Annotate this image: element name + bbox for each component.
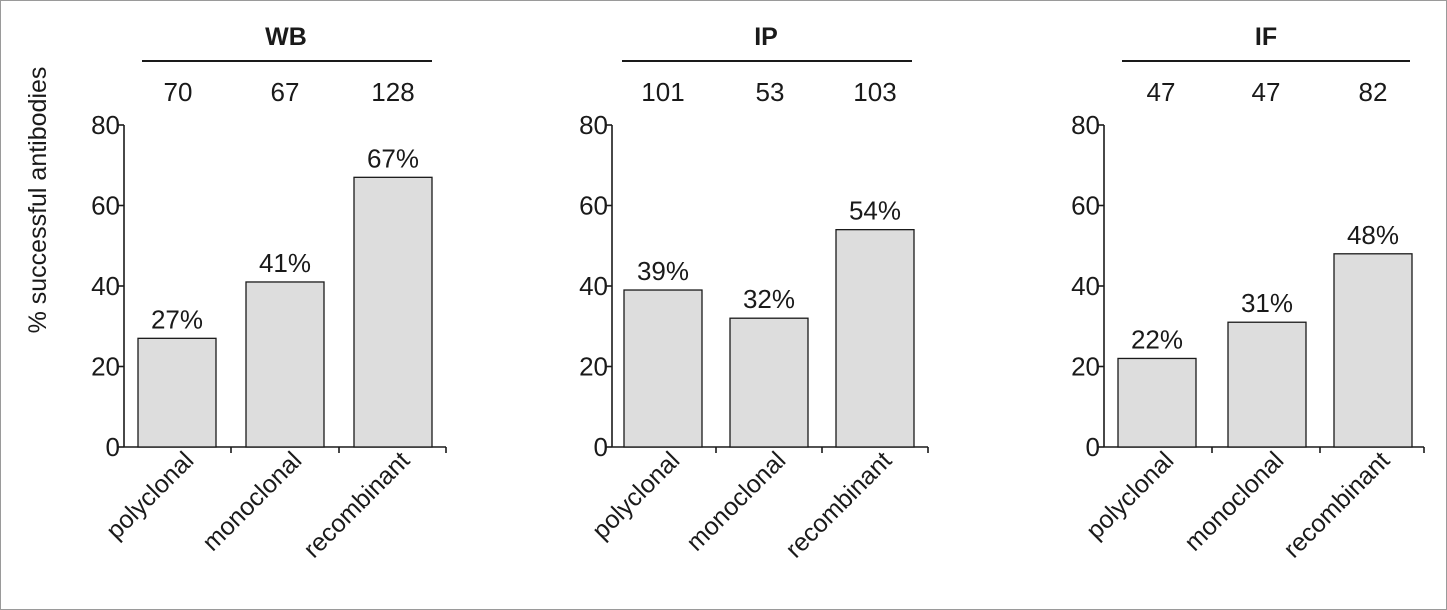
if-y-tick-label-60: 60 [1071, 191, 1100, 221]
if-panel-title: IF [1255, 23, 1277, 51]
if-y-tick-label-20: 20 [1071, 352, 1100, 382]
ip-bar-recombinant [835, 228, 915, 448]
if-count-recombinant: 82 [1359, 77, 1388, 107]
if-y-tick-label-40: 40 [1071, 271, 1100, 301]
wb-y-tick-label-20: 20 [91, 352, 120, 382]
if-category-label-monoclonal: monoclonal [1179, 446, 1289, 556]
wb-panel-title: WB [265, 23, 307, 51]
ip-count-recombinant: 103 [853, 77, 896, 107]
wb-category-label-recombinant: recombinant [298, 446, 415, 563]
ip-bar-polyclonal [623, 289, 703, 448]
if-bar-monoclonal [1227, 321, 1307, 448]
if-y-tick-label-0: 0 [1086, 432, 1100, 462]
wb-value-label-polyclonal: 27% [151, 304, 203, 334]
wb-bar-polyclonal [137, 337, 217, 448]
ip-value-label-polyclonal: 39% [637, 256, 689, 286]
ip-bar-monoclonal [729, 317, 809, 448]
if-value-label-polyclonal: 22% [1131, 324, 1183, 354]
ip-y-tick-label-60: 60 [579, 191, 608, 221]
wb-bar-recombinant [353, 176, 433, 448]
ip-y-tick-label-80: 80 [579, 110, 608, 140]
wb-y-tick-label-0: 0 [106, 432, 120, 462]
ip-count-monoclonal: 53 [756, 77, 785, 107]
wb-y-tick-label-60: 60 [91, 191, 120, 221]
if-y-tick-label-80: 80 [1071, 110, 1100, 140]
wb-count-recombinant: 128 [371, 77, 414, 107]
wb-y-tick-label-80: 80 [91, 110, 120, 140]
if-bar-recombinant [1333, 253, 1413, 448]
ip-value-label-monoclonal: 32% [743, 284, 795, 314]
if-value-label-monoclonal: 31% [1241, 288, 1293, 318]
wb-value-label-recombinant: 67% [367, 143, 419, 173]
wb-bar-monoclonal [245, 281, 325, 448]
ip-category-label-monoclonal: monoclonal [681, 446, 791, 556]
wb-count-monoclonal: 67 [271, 77, 300, 107]
ip-y-tick-label-20: 20 [579, 352, 608, 382]
if-count-monoclonal: 47 [1252, 77, 1281, 107]
ip-panel-title: IP [754, 23, 778, 51]
wb-y-tick-label-40: 40 [91, 271, 120, 301]
wb-value-label-monoclonal: 41% [259, 248, 311, 278]
ip-category-label-recombinant: recombinant [780, 446, 897, 563]
wb-category-label-monoclonal: monoclonal [197, 446, 307, 556]
ip-count-polyclonal: 101 [641, 77, 684, 107]
y-axis-label: % successful antibodies [24, 67, 52, 334]
ip-y-tick-label-0: 0 [594, 432, 608, 462]
ip-value-label-recombinant: 54% [849, 196, 901, 226]
if-value-label-recombinant: 48% [1347, 220, 1399, 250]
if-count-polyclonal: 47 [1147, 77, 1176, 107]
ip-y-tick-label-40: 40 [579, 271, 608, 301]
if-category-label-recombinant: recombinant [1278, 446, 1395, 563]
if-bar-polyclonal [1117, 357, 1197, 448]
wb-count-polyclonal: 70 [164, 77, 193, 107]
